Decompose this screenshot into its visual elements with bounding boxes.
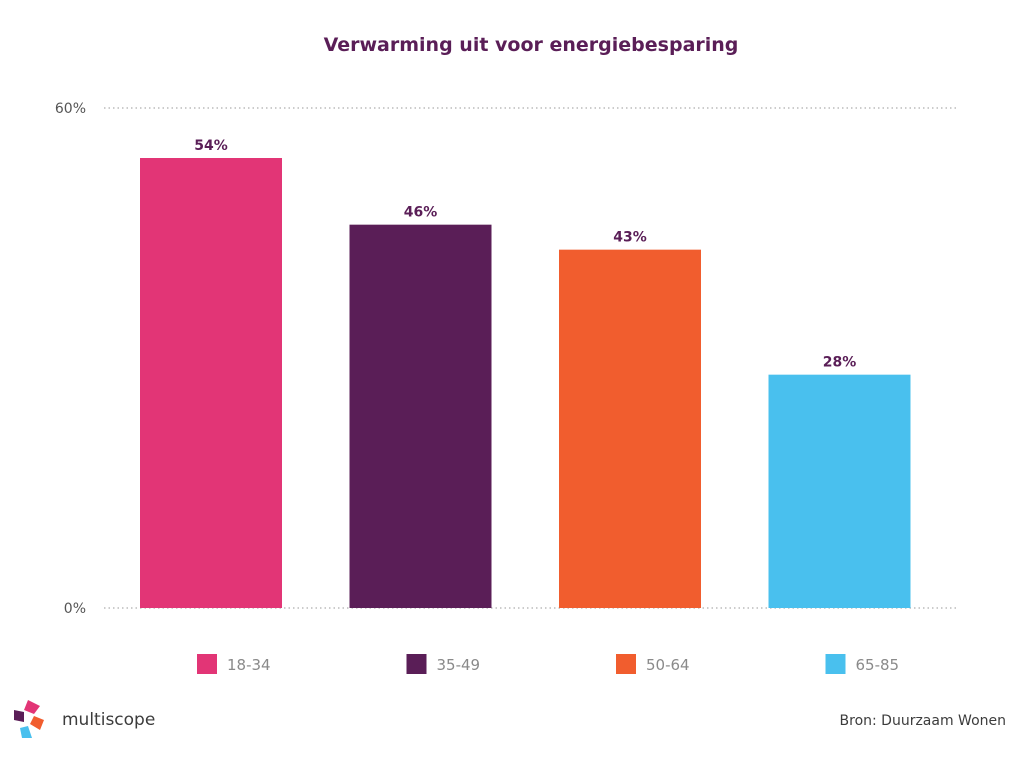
bar-50-64 — [559, 249, 701, 608]
legend-label: 65-85 — [856, 656, 900, 674]
bar-35-49 — [349, 224, 492, 608]
logo-petal-left — [14, 710, 24, 722]
legend: 18-34 35-49 50-64 65-85 — [197, 654, 899, 674]
y-axis-ticks: 60% 0% — [55, 101, 86, 617]
legend-swatch — [406, 654, 427, 674]
logo-mark-icon — [14, 700, 44, 738]
legend-swatch — [197, 654, 217, 674]
value-label: 46% — [404, 205, 438, 221]
source-note: Bron: Duurzaam Wonen — [840, 713, 1006, 729]
multiscope-logo: multiscope — [14, 700, 155, 738]
bars — [140, 158, 911, 608]
logo-petal-right — [30, 716, 44, 730]
bar-65-85 — [768, 374, 911, 608]
legend-swatch — [825, 654, 846, 674]
y-tick-label: 0% — [64, 601, 86, 617]
logo-petal-top — [24, 700, 40, 714]
legend-label: 50-64 — [646, 656, 690, 674]
value-labels: 54% 46% 43% 28% — [194, 138, 856, 371]
y-tick-label: 60% — [55, 101, 86, 117]
brand-name: multiscope — [62, 710, 155, 730]
bar-18-34 — [140, 158, 282, 608]
value-label: 28% — [823, 355, 857, 371]
chart-title: Verwarming uit voor energiebesparing — [324, 34, 739, 56]
value-label: 43% — [613, 230, 647, 246]
value-label: 54% — [194, 138, 228, 154]
logo-petal-bottom — [20, 726, 32, 738]
legend-label: 35-49 — [437, 656, 481, 674]
legend-swatch — [616, 654, 636, 674]
legend-label: 18-34 — [227, 656, 271, 674]
